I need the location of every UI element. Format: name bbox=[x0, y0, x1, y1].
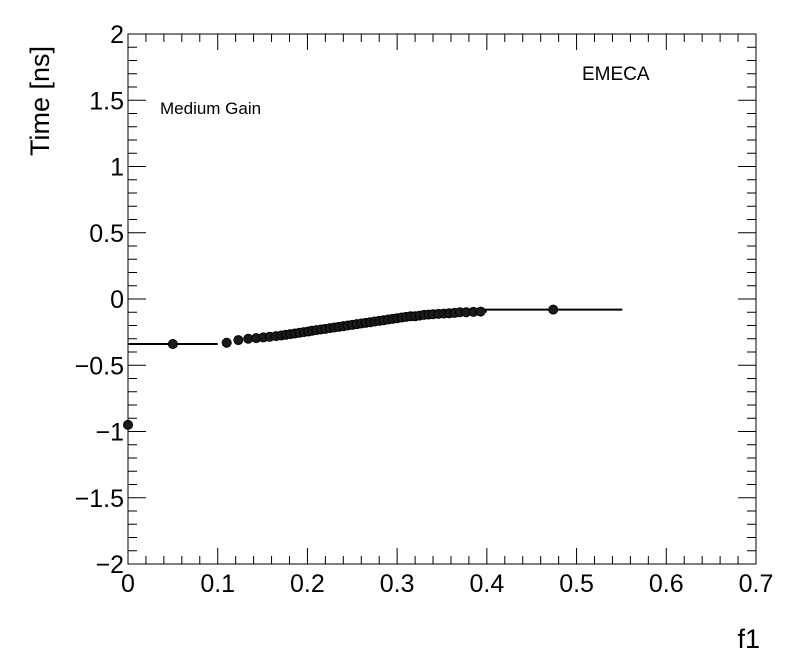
data-marker bbox=[167, 339, 178, 350]
y-tick-label: −2 bbox=[95, 551, 124, 579]
x-tick-label: 0.1 bbox=[200, 570, 235, 598]
x-tick-label: 0.4 bbox=[469, 570, 504, 598]
y-tick-label: −1 bbox=[95, 419, 124, 447]
x-tick-labels: 0 0.1 0.2 0.3 0.4 0.5 0.6 0.7 bbox=[121, 570, 773, 598]
data-point bbox=[233, 335, 244, 346]
x-tick-label: 0.3 bbox=[380, 570, 415, 598]
x-tick-label: 0.2 bbox=[290, 570, 325, 598]
y-tick-label: 0.5 bbox=[89, 220, 124, 248]
y-tick-label: 0 bbox=[110, 286, 124, 314]
y-tick-label: 1.5 bbox=[89, 87, 124, 115]
annotation-emeca: EMECA bbox=[582, 64, 650, 85]
x-tick-label: 0.6 bbox=[649, 570, 684, 598]
data-points bbox=[123, 304, 623, 430]
y-tick-label: −1.5 bbox=[75, 485, 124, 513]
y-tick-label: 1 bbox=[110, 154, 124, 182]
axis-ticks bbox=[127, 33, 757, 565]
data-marker bbox=[233, 335, 244, 346]
y-tick-labels: −2 −1.5 −1 −0.5 0 0.5 1 1.5 2 bbox=[75, 21, 124, 579]
data-point bbox=[123, 419, 133, 430]
annotation-medium-gain: Medium Gain bbox=[160, 99, 261, 118]
y-tick-label: 2 bbox=[110, 21, 124, 49]
data-marker bbox=[221, 337, 232, 348]
x-tick-label: 0.5 bbox=[559, 570, 594, 598]
data-point bbox=[461, 307, 472, 318]
data-marker bbox=[475, 306, 486, 317]
data-point bbox=[484, 304, 623, 315]
data-marker bbox=[123, 419, 133, 430]
y-tick-label: −0.5 bbox=[75, 352, 124, 380]
x-axis-title: f1 bbox=[737, 624, 760, 654]
data-point bbox=[221, 337, 232, 348]
x-tick-label: 0 bbox=[121, 570, 135, 598]
data-marker bbox=[548, 304, 559, 315]
x-tick-label: 0.7 bbox=[739, 570, 774, 598]
data-point bbox=[474, 306, 487, 317]
data-point bbox=[128, 339, 218, 350]
y-axis-title: Time [ns] bbox=[25, 46, 55, 156]
